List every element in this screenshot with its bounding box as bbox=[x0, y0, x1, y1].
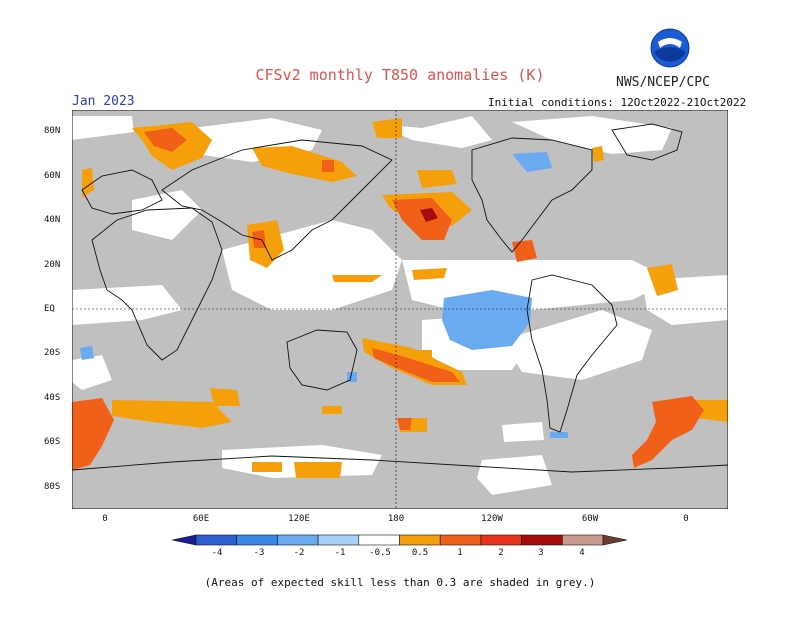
agency-label: NWS/NCEP/CPC bbox=[616, 75, 710, 90]
colorbar-segment bbox=[317, 534, 360, 546]
lat-label-60s: 60S bbox=[44, 437, 61, 447]
colorbar bbox=[172, 534, 628, 546]
lat-label-60n: 60N bbox=[44, 171, 61, 181]
colorbar-label: -1 bbox=[334, 548, 346, 558]
footnote: (Areas of expected skill less than 0.3 a… bbox=[204, 576, 596, 589]
lat-label-40s: 40S bbox=[44, 393, 61, 403]
colorbar-label: 0.5 bbox=[411, 548, 429, 558]
colorbar-label: -4 bbox=[211, 548, 223, 558]
skill-areas bbox=[72, 116, 728, 495]
graticule-lines bbox=[72, 110, 728, 509]
colorbar-segment bbox=[521, 534, 563, 546]
colorbar-segment bbox=[172, 534, 197, 546]
colorbar-segment bbox=[236, 534, 278, 546]
lat-label-80n: 80N bbox=[44, 126, 61, 136]
lat-label-eq: EQ bbox=[44, 304, 55, 314]
colorbar-label: -0.5 bbox=[369, 548, 391, 558]
colorbar-segment bbox=[602, 534, 628, 546]
colorbar-label: 1 bbox=[457, 548, 463, 558]
cool-anomalies bbox=[80, 152, 568, 438]
lon-label-180: 180 bbox=[387, 514, 405, 524]
lat-label-20s: 20S bbox=[44, 348, 61, 358]
colorbar-segment bbox=[358, 534, 400, 546]
colorbar-label: 2 bbox=[498, 548, 504, 558]
colorbar-segment bbox=[561, 534, 604, 546]
colorbar-label: -2 bbox=[293, 548, 305, 558]
strong-warm-anomalies bbox=[72, 128, 704, 470]
lon-label-0-east: 0 bbox=[683, 514, 689, 524]
lon-label-120e: 120E bbox=[288, 514, 310, 524]
colorbar-segment bbox=[439, 534, 482, 546]
lon-label-60w: 60W bbox=[581, 514, 599, 524]
continent-outlines bbox=[72, 123, 728, 473]
colorbar-label: 3 bbox=[538, 548, 544, 558]
strongest-warm-anomalies bbox=[420, 208, 438, 222]
noaa-logo-icon bbox=[650, 28, 690, 68]
lat-label-20n: 20N bbox=[44, 260, 61, 270]
lat-label-40n: 40N bbox=[44, 215, 61, 225]
colorbar-label: -3 bbox=[253, 548, 265, 558]
chart-title: CFSv2 monthly T850 anomalies (K) bbox=[255, 66, 545, 84]
colorbar-label: 4 bbox=[579, 548, 585, 558]
colorbar-segment bbox=[399, 534, 441, 546]
lon-label-0: 0 bbox=[102, 514, 108, 524]
colorbar-segment bbox=[480, 534, 522, 546]
lat-label-80s: 80S bbox=[44, 482, 61, 492]
lon-label-120w: 120W bbox=[481, 514, 503, 524]
anomaly-map bbox=[72, 110, 728, 509]
forecast-month: Jan 2023 bbox=[72, 94, 135, 109]
lon-label-60e: 60E bbox=[192, 514, 210, 524]
colorbar-segment bbox=[277, 534, 319, 546]
colorbar-segment bbox=[195, 534, 238, 546]
initial-conditions: Initial conditions: 12Oct2022-21Oct2022 bbox=[488, 96, 747, 109]
